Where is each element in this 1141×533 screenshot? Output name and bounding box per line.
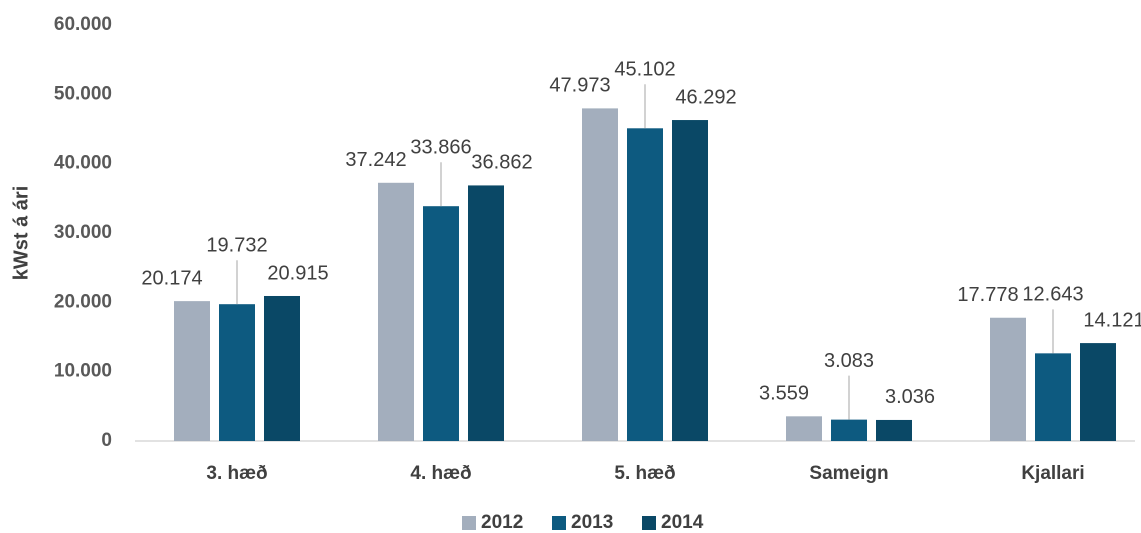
- x-tick-label: 5. hæð: [614, 463, 675, 484]
- x-tick-label: Sameign: [809, 463, 888, 484]
- bar: [990, 317, 1026, 441]
- y-tick-label: 30.000: [54, 222, 112, 243]
- data-label: 14.121: [1083, 309, 1141, 331]
- x-tick-label: 4. hæð: [410, 463, 471, 484]
- bar: [423, 206, 459, 441]
- y-tick-label: 60.000: [54, 14, 112, 35]
- bar: [672, 120, 708, 442]
- y-tick-label: 20.000: [54, 291, 112, 312]
- legend-swatch: [642, 516, 656, 530]
- data-label: 12.643: [1022, 284, 1083, 306]
- legend-swatch: [552, 516, 566, 530]
- bar: [582, 108, 618, 441]
- data-label: 33.866: [410, 136, 471, 158]
- y-tick-label: 40.000: [54, 153, 112, 174]
- data-label: 3.036: [885, 386, 935, 408]
- bar: [876, 419, 912, 441]
- legend-label: 2013: [571, 512, 613, 533]
- y-tick-label: 50.000: [54, 83, 112, 104]
- data-label: 37.242: [345, 149, 406, 171]
- legend-swatch: [462, 516, 476, 530]
- data-label: 20.915: [267, 262, 328, 284]
- data-label: 47.973: [549, 75, 610, 97]
- data-label: 3.559: [759, 383, 809, 405]
- x-tick-label: Kjallari: [1021, 463, 1084, 484]
- y-tick-label: 10.000: [54, 361, 112, 382]
- bar: [264, 295, 300, 441]
- bar: [831, 419, 867, 441]
- legend-label: 2014: [661, 512, 704, 533]
- data-label: 3.083: [824, 350, 874, 372]
- data-label: 19.732: [206, 234, 267, 256]
- data-label: 45.102: [614, 59, 675, 81]
- data-label: 46.292: [675, 86, 736, 108]
- data-label: 36.862: [471, 152, 532, 174]
- y-axis-title: kWst á ári: [10, 186, 32, 280]
- bar: [378, 182, 414, 441]
- bar: [1080, 343, 1116, 441]
- bar: [468, 185, 504, 441]
- bar: [786, 416, 822, 441]
- x-tick-label: 3. hæð: [206, 463, 267, 484]
- data-label: 17.778: [957, 284, 1018, 306]
- data-label: 20.174: [141, 267, 202, 289]
- legend-label: 2012: [481, 512, 523, 533]
- bar: [1035, 353, 1071, 441]
- bar: [219, 304, 255, 441]
- bar: [174, 301, 210, 441]
- bar: [627, 128, 663, 442]
- y-tick-label: 0: [101, 430, 112, 451]
